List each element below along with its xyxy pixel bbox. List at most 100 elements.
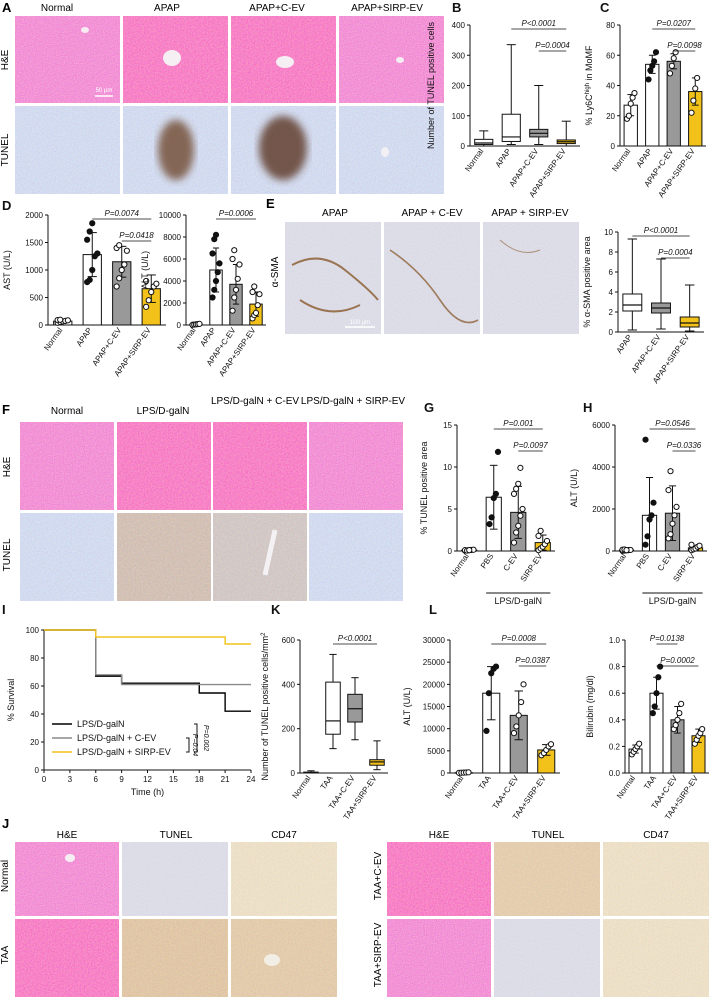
data-point — [84, 236, 91, 243]
box — [474, 138, 494, 145]
data-point — [537, 527, 544, 534]
micrograph-j-tunel-taa-sirpev — [494, 919, 600, 997]
micrograph-f-he-lps-sirpev — [309, 422, 403, 510]
panel-letter: D — [2, 198, 11, 213]
x-tick-label: APAP — [615, 333, 634, 355]
panel-a: A Normal APAP APAP+C-EV APAP+SIRP-EV H&E… — [0, 0, 444, 194]
x-tick-label: TAA+C-EV — [491, 773, 521, 810]
data-point — [231, 294, 238, 301]
x-tick-label: APAP — [75, 326, 94, 348]
p-value-label: P=0.0546 — [655, 419, 690, 428]
p-value-label: P<0.0001 — [338, 634, 372, 643]
x-axis-label: Time (h) — [131, 787, 164, 797]
micrograph-f-tunel-lps-sirpev — [309, 513, 403, 601]
data-point — [668, 62, 675, 69]
y-tick-label: 60 — [606, 51, 615, 60]
data-point — [492, 490, 499, 497]
p-value-label: P=0.001 — [503, 419, 533, 428]
data-point — [494, 448, 502, 455]
panel-j-right-col-tunel: TUNEL — [532, 830, 565, 841]
data-point — [513, 485, 520, 492]
tunel-stain — [494, 842, 600, 916]
vessel — [381, 147, 389, 157]
data-point — [513, 723, 520, 730]
p-value-label: P=0.0418 — [119, 231, 154, 240]
survival-line — [44, 629, 251, 686]
y-tick-label: 6000 — [592, 421, 610, 430]
panel-e-col-apap-sirpev: APAP + SIRP-EV — [491, 208, 568, 219]
y-tick-label: 0.4 — [609, 716, 621, 725]
y-axis-label-tail: in MoMF — [584, 45, 594, 83]
p-value-label: P=0.0074 — [105, 209, 140, 218]
cd47-stain — [231, 919, 337, 997]
data-point — [519, 505, 526, 513]
p-value-label: P=0.0097 — [513, 441, 548, 450]
p-value-label: P=0.0006 — [219, 209, 254, 218]
data-point — [699, 726, 706, 733]
legend-label: LPS/D-galN — [77, 719, 125, 729]
survival-line — [44, 629, 251, 645]
panel-letter-f: F — [2, 402, 10, 417]
data-point — [231, 247, 238, 254]
panel-f-col-normal: Normal — [51, 406, 83, 417]
data-point — [535, 532, 542, 539]
y-tick-label: 0 — [441, 769, 446, 778]
y-axis-label-main: % Ly6C — [584, 94, 594, 126]
data-point — [513, 529, 520, 536]
y-tick-label: 20000 — [423, 680, 446, 689]
y-tick-label: 0 — [606, 547, 611, 556]
panel-letter: I — [2, 602, 6, 617]
y-axis-label: AST (U/L) — [2, 250, 12, 290]
panel-f-col-lps-cev: LPS/D-galN + C-EV — [211, 396, 299, 407]
y-tick-label: 10 — [443, 463, 452, 472]
y-tick-label: 80 — [606, 21, 615, 30]
panel-f: F Normal LPS/D-galN LPS/D-galN + C-EV LP… — [2, 396, 405, 601]
y-tick-label: 0 — [448, 547, 453, 556]
x-tick-label: 24 — [247, 775, 256, 784]
data-point — [212, 231, 220, 238]
x-tick-label: SIRP-EV — [519, 551, 545, 583]
y-tick-label: 60 — [30, 682, 39, 691]
p-value-label: P=0.0004 — [535, 41, 570, 50]
data-point — [515, 712, 522, 719]
survival-line — [44, 629, 251, 712]
data-point — [212, 277, 220, 285]
micrograph-a-tunel-normal — [15, 106, 120, 194]
micrograph-j-tunel-normal — [122, 842, 228, 916]
micrograph-j-he-taa-cev — [387, 842, 491, 916]
y-tick-label: 0.6 — [609, 689, 621, 698]
y-tick-label: 200 — [282, 725, 296, 734]
data-point — [145, 297, 152, 304]
group-label: LPS/D-galN — [494, 596, 542, 606]
significance-bracket — [186, 737, 190, 753]
data-point — [214, 269, 221, 276]
y-axis-label: % TUNEL positive area — [419, 441, 429, 534]
panel-letter: C — [600, 0, 610, 15]
micrograph-f-tunel-normal — [20, 513, 114, 601]
y-tick-label: 8000 — [163, 233, 181, 242]
data-point — [644, 533, 651, 540]
box — [501, 113, 521, 142]
data-point — [116, 275, 123, 282]
y-axis-label: % Survival — [6, 679, 16, 722]
data-point — [229, 307, 236, 314]
y-tick-label: 15000 — [423, 703, 446, 712]
data-point — [690, 97, 697, 104]
data-point — [518, 698, 525, 706]
data-point — [232, 286, 240, 293]
data-point — [665, 487, 672, 494]
x-tick-label: APAP — [494, 147, 513, 169]
box — [679, 316, 700, 328]
legend-label: LPS/D-galN + SIRP-EV — [77, 747, 171, 757]
y-tick-label: 1000 — [25, 266, 43, 275]
data-point — [625, 112, 632, 119]
y-tick-label: 0 — [291, 769, 296, 778]
box — [622, 293, 643, 312]
p-value-label: P=0.0008 — [502, 634, 537, 643]
x-tick-label: SIRP-EV — [671, 551, 697, 583]
vessel — [264, 954, 280, 966]
y-tick-label: 100 — [26, 626, 40, 635]
data-point — [642, 541, 649, 548]
panel-a-col-apap-sirpev: APAP+SIRP-EV — [351, 3, 423, 14]
